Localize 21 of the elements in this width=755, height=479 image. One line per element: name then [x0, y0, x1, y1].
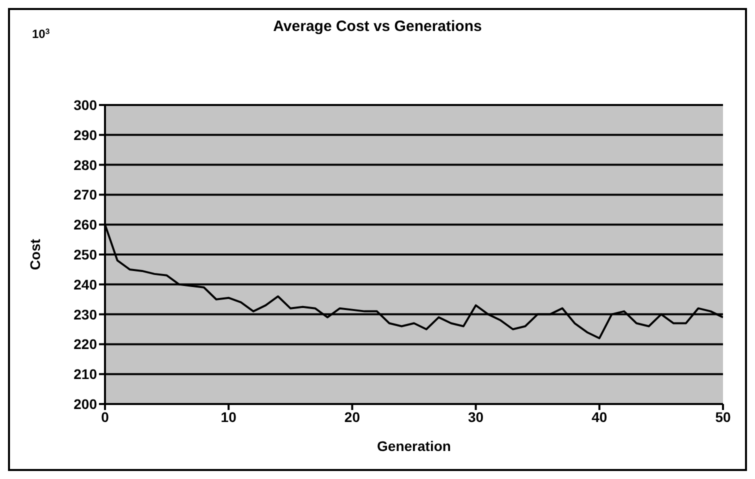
- x-tick-label: 30: [468, 408, 484, 425]
- y-tick-label: 250: [74, 246, 98, 262]
- x-axis-title: Generation: [377, 438, 451, 454]
- x-tick-label: 0: [101, 408, 110, 425]
- y-tick-label: 230: [74, 306, 98, 322]
- y-tick-label: 270: [74, 186, 98, 203]
- text: 10$^{3}$: [32, 26, 50, 41]
- y-tick-label: 300: [74, 96, 98, 113]
- x-tick-label: 40: [592, 408, 608, 425]
- y-tick-label: 260: [74, 216, 98, 233]
- x-tick-label: 20: [344, 408, 360, 425]
- y-tick-label: 220: [74, 336, 98, 352]
- y-tick-label: 200: [74, 396, 98, 412]
- y-axis-title: Cost: [26, 238, 43, 270]
- y-tick-label: 280: [74, 156, 98, 173]
- y-tick-label: 210: [74, 366, 98, 382]
- y-tick-label: 290: [74, 126, 98, 143]
- chart-title: Average Cost vs Generations: [273, 18, 482, 35]
- x-tick-label: 10: [220, 408, 237, 425]
- y-tick-label: 240: [74, 276, 98, 292]
- x-tick-label: 50: [715, 408, 731, 425]
